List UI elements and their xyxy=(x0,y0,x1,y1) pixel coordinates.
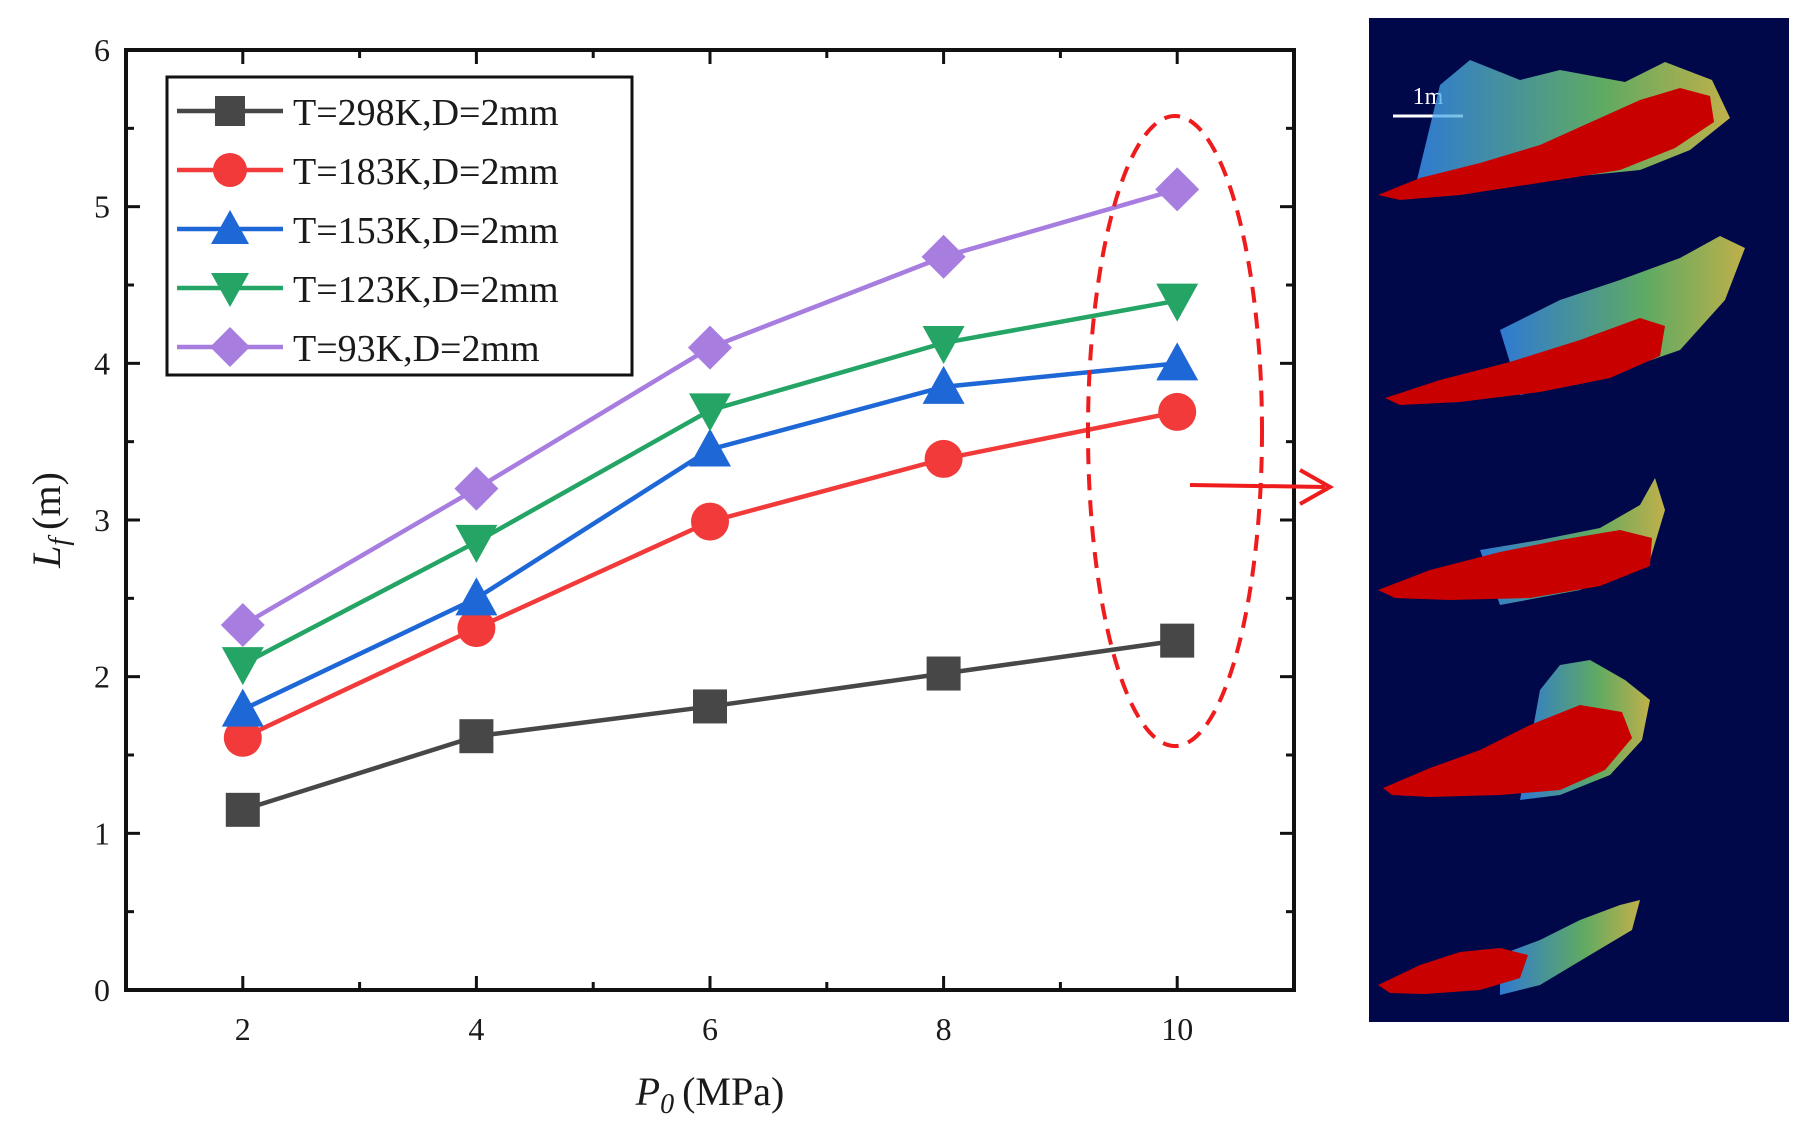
legend-marker xyxy=(211,273,249,307)
legend-label: T=153K,D=2mm xyxy=(293,210,559,252)
data-point xyxy=(221,688,264,727)
x-axis-title: P0 (MPa) xyxy=(635,1069,785,1120)
y-tick-label: 5 xyxy=(94,189,110,225)
y-tick-label: 4 xyxy=(94,345,110,381)
data-point xyxy=(1156,342,1199,381)
data-point xyxy=(459,719,494,754)
flame-contour-3 xyxy=(1378,478,1665,605)
series-line xyxy=(242,638,1178,812)
data-point xyxy=(926,656,961,691)
y-tick-label: 6 xyxy=(94,32,110,68)
y-axis-title: Lf(m) xyxy=(24,472,75,569)
legend-entry-3: T=153K,D=2mm xyxy=(177,210,559,252)
data-point xyxy=(924,439,963,478)
flame-contour-panel: 1m xyxy=(1369,18,1789,1022)
data-point xyxy=(921,234,966,279)
data-point xyxy=(457,609,496,648)
data-point xyxy=(1155,167,1200,212)
flame-contour-4 xyxy=(1383,660,1650,800)
y-tick-label: 1 xyxy=(94,815,110,851)
highlight-ellipse xyxy=(1086,114,1264,748)
legend-entry-4: T=123K,D=2mm xyxy=(177,269,559,311)
data-point xyxy=(691,502,729,541)
flame-contour-2 xyxy=(1385,236,1745,405)
data-point xyxy=(220,602,265,647)
x-tick-label: 6 xyxy=(702,1011,718,1047)
x-tick-label: 4 xyxy=(468,1011,484,1047)
series-4 xyxy=(221,283,1199,686)
series-layer xyxy=(220,167,1200,827)
data-point xyxy=(693,689,727,724)
x-tick-label: 10 xyxy=(1161,1011,1193,1047)
series-1 xyxy=(225,623,1195,827)
data-point xyxy=(1156,283,1199,322)
data-point xyxy=(455,577,498,616)
y-axis: 0 1 2 3 4 5 6 xyxy=(94,32,1294,1008)
data-point xyxy=(454,466,499,511)
data-point xyxy=(223,718,262,757)
data-point xyxy=(689,393,731,432)
y-tick-label: 3 xyxy=(94,502,110,538)
legend-marker xyxy=(210,327,250,367)
flame-contour-1 xyxy=(1378,60,1730,200)
data-point xyxy=(1158,392,1197,431)
series-2 xyxy=(223,392,1197,757)
legend-label: T=123K,D=2mm xyxy=(293,269,559,311)
legend-marker xyxy=(215,96,245,126)
legend-label: T=93K,D=2mm xyxy=(293,328,540,370)
data-point xyxy=(922,365,965,404)
legend: T=298K,D=2mm T=183K,D=2mm T=153K,D=2mm T=12… xyxy=(165,75,634,377)
data-point xyxy=(221,647,264,686)
series-3 xyxy=(221,342,1199,727)
data-point xyxy=(689,428,731,467)
x-axis: 2 4 6 8 10 xyxy=(235,50,1193,1047)
data-point xyxy=(922,325,965,364)
flame-contour-5 xyxy=(1378,900,1640,995)
annotation-arrow xyxy=(1189,468,1335,506)
legend-marker xyxy=(211,210,249,244)
data-point xyxy=(455,524,498,563)
legend-marker xyxy=(213,153,247,187)
legend-entry-2: T=183K,D=2mm xyxy=(177,151,559,193)
x-tick-label: 8 xyxy=(936,1011,952,1047)
legend-label: T=183K,D=2mm xyxy=(293,151,559,193)
y-tick-label: 0 xyxy=(94,972,110,1008)
x-tick-label: 2 xyxy=(235,1011,251,1047)
y-tick-label: 2 xyxy=(94,659,110,695)
legend-box xyxy=(165,75,634,377)
data-point xyxy=(1160,623,1195,658)
series-5 xyxy=(220,167,1200,647)
data-point xyxy=(688,325,732,370)
data-point xyxy=(225,792,260,827)
legend-entry-5: T=93K,D=2mm xyxy=(177,327,540,370)
legend-label: T=298K,D=2mm xyxy=(293,92,559,134)
legend-entry-1: T=298K,D=2mm xyxy=(177,92,559,134)
